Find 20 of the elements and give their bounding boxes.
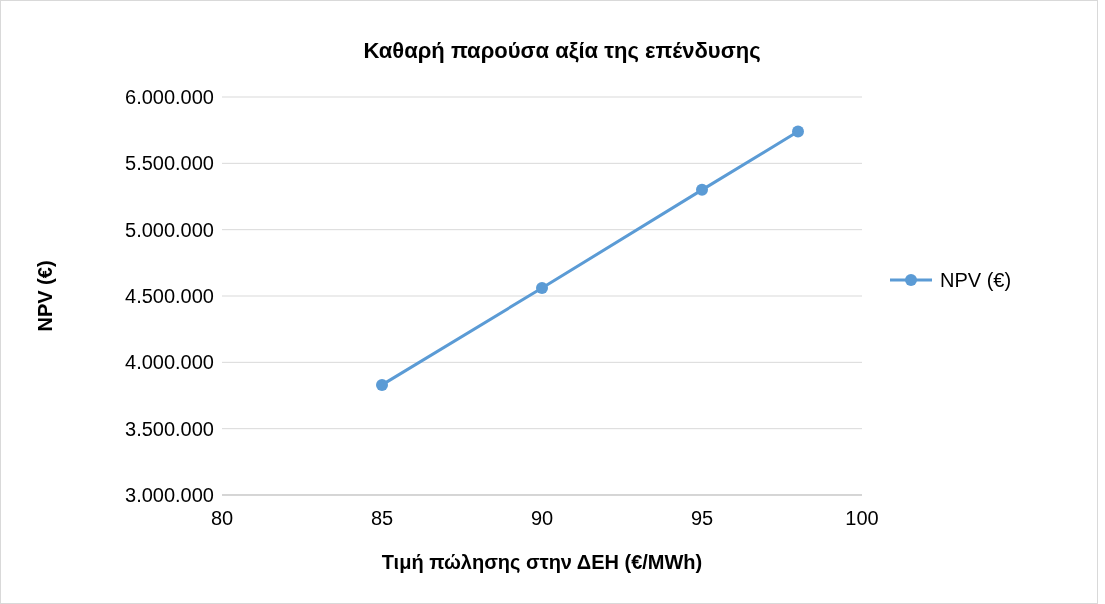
x-axis-title: Τιμή πώλησης στην ΔΕΗ (€/MWh) — [381, 551, 703, 573]
point — [376, 378, 388, 391]
x-tick-label: 80 — [210, 507, 234, 529]
y-axis-title: NPV (€) — [34, 260, 56, 332]
x-tick-label: 85 — [370, 507, 394, 529]
y-tick-label: 5.000.000 — [125, 218, 214, 241]
point — [792, 125, 804, 138]
point — [696, 183, 708, 196]
point — [536, 282, 548, 295]
x-tick-label: 90 — [530, 507, 554, 529]
chart-title: Καθαρή παρούσα αξία της επένδυσης — [363, 38, 761, 63]
y-tick-label: 3.000.000 — [125, 484, 214, 506]
y-tick-label: 4.500.000 — [125, 285, 214, 307]
y-tick-label: 5.500.000 — [125, 152, 214, 175]
y-tick-label: 4.000.000 — [125, 351, 214, 374]
y-tick-label: 3.500.000 — [125, 417, 214, 440]
x-tick-label: 100 — [845, 507, 879, 529]
legend-label: NPV (€) — [940, 269, 1012, 291]
x-tick-label: 95 — [690, 507, 714, 529]
y-tick-label: 6.000.000 — [125, 86, 214, 108]
